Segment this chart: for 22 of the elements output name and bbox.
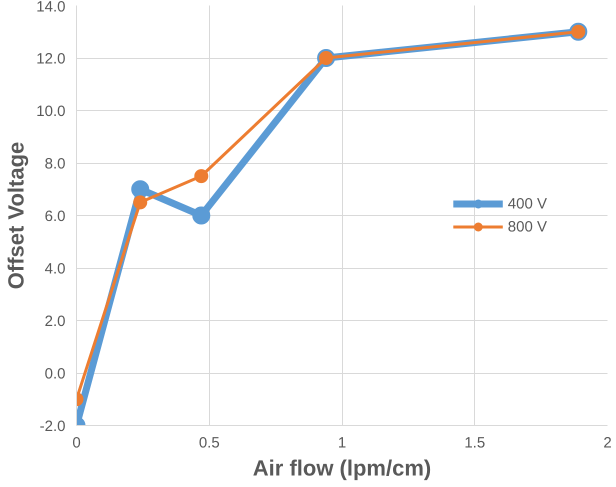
y-tick-label: 4.0 — [44, 260, 66, 278]
legend-label: 800 V — [508, 218, 547, 235]
point — [131, 180, 150, 198]
x-axis-title: Air flow (lpm/cm) — [252, 456, 432, 480]
point — [133, 195, 148, 210]
point — [194, 169, 208, 184]
y-tick-label: 2.0 — [44, 313, 66, 330]
y-tick-label: -2.0 — [40, 418, 66, 435]
legend-label: 400 V — [508, 195, 547, 212]
y-tick-label: 12.0 — [36, 50, 66, 68]
x-tick-label: 0 — [72, 434, 81, 452]
y-tick-label: 14.0 — [36, 0, 66, 16]
x-tick-label: 1 — [338, 434, 346, 452]
y-tick-label: 0.0 — [44, 366, 66, 382]
x-tick-label: 0.5 — [198, 434, 220, 452]
y-tick-label: 8.0 — [44, 156, 66, 172]
y-tick-label: 10.0 — [36, 103, 66, 120]
x-tick-label: 1.5 — [464, 434, 486, 452]
x-tick-label: 2 — [603, 434, 612, 452]
y-tick-label: 6.0 — [44, 208, 66, 225]
point — [192, 206, 210, 224]
y-axis-title: Offset Voltage — [3, 142, 28, 290]
